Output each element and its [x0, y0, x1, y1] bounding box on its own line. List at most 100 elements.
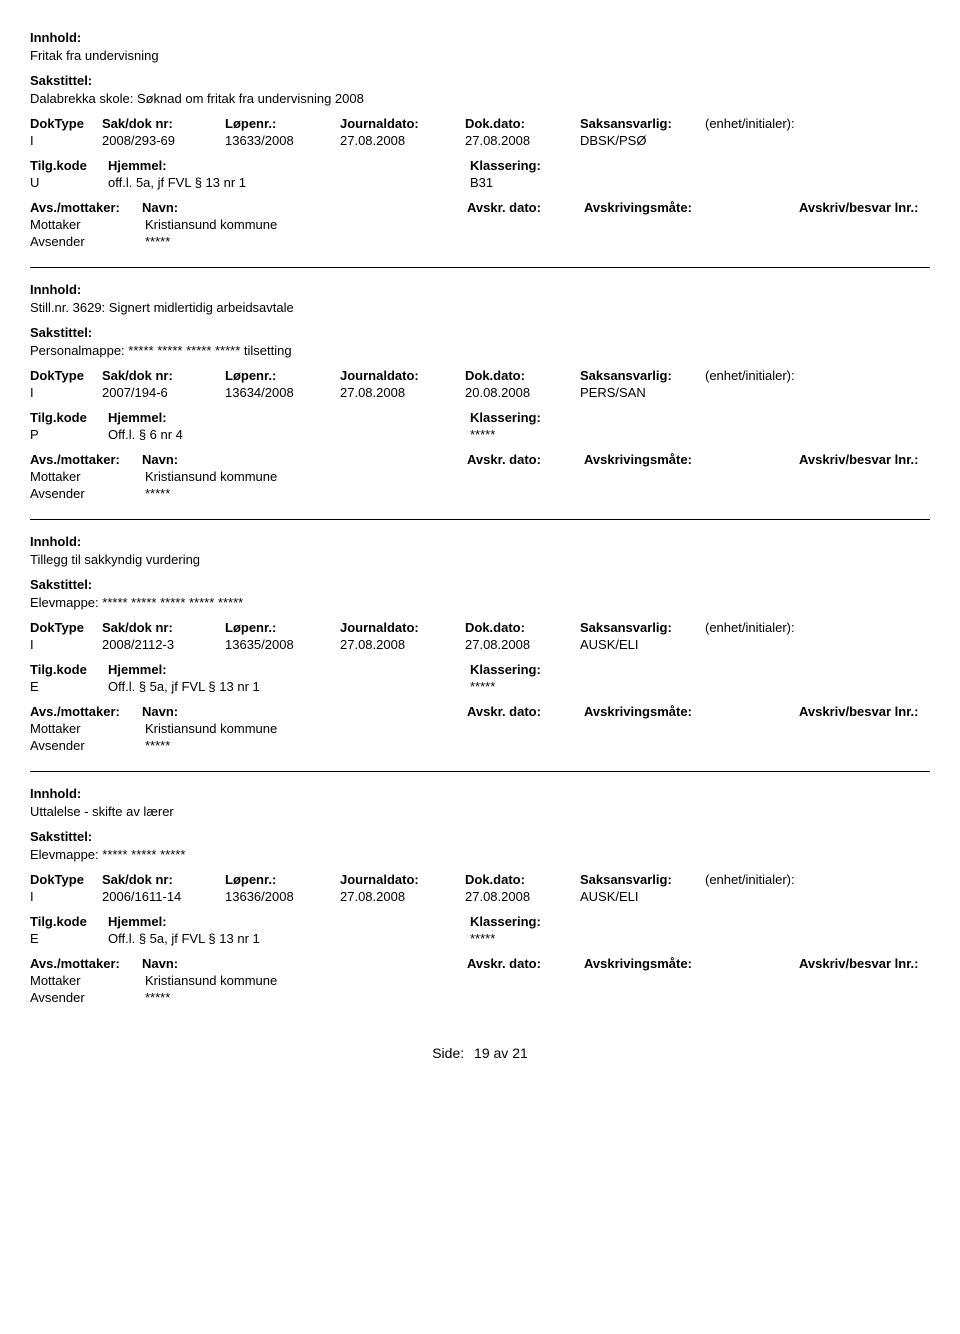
avskrdato-label: Avskr. dato:: [467, 704, 584, 719]
avskrivmate-label: Avskrivingsmåte:: [584, 704, 799, 719]
sakstittel-label: Sakstittel:: [30, 325, 930, 340]
lopenr-label: Løpenr.:: [225, 116, 340, 131]
doktype-label: DokType: [30, 872, 102, 887]
avsmottaker-label: Avs./mottaker:: [30, 452, 142, 467]
lopenr-value: 13633/2008: [225, 133, 340, 148]
doktype-label: DokType: [30, 368, 102, 383]
doktype-value: I: [30, 637, 102, 652]
sakdok-value: 2008/2112-3: [102, 637, 225, 652]
journaldato-value: 27.08.2008: [340, 637, 465, 652]
enhet-value: [705, 637, 930, 652]
saksansvarlig-label: Saksansvarlig:: [580, 368, 705, 383]
sakstittel-label: Sakstittel:: [30, 577, 930, 592]
klassering-value: *****: [470, 679, 930, 694]
tilgkode-value: P: [30, 427, 108, 442]
dokdato-label: Dok.dato:: [465, 620, 580, 635]
navn-label: Navn:: [142, 704, 467, 719]
avsender-name: *****: [145, 234, 930, 249]
sakdok-label: Sak/dok nr:: [102, 116, 225, 131]
navn-label: Navn:: [142, 452, 467, 467]
mottaker-name: Kristiansund kommune: [145, 469, 930, 484]
hjemmel-value: Off.l. § 5a, jf FVL § 13 nr 1: [108, 679, 470, 694]
avskrivmate-label: Avskrivingsmåte:: [584, 956, 799, 971]
sakdok-value: 2006/1611-14: [102, 889, 225, 904]
avsmottaker-label: Avs./mottaker:: [30, 956, 142, 971]
doktype-value: I: [30, 889, 102, 904]
enhet-value: [705, 889, 930, 904]
avskrivbesvar-label: Avskriv/besvar lnr.:: [799, 452, 930, 467]
sakdok-value: 2008/293-69: [102, 133, 225, 148]
dokdato-label: Dok.dato:: [465, 116, 580, 131]
tilgkode-label: Tilg.kode: [30, 914, 108, 929]
sakstittel-text: Elevmappe: ***** ***** ***** ***** *****: [30, 595, 930, 610]
avsender-row: Avsender*****: [30, 990, 930, 1005]
doktype-label: DokType: [30, 116, 102, 131]
record-divider: [30, 267, 930, 268]
dokdato-value: 27.08.2008: [465, 133, 580, 148]
mottaker-row: MottakerKristiansund kommune: [30, 469, 930, 484]
hjemmel-label: Hjemmel:: [108, 914, 470, 929]
tilgkode-value: E: [30, 931, 108, 946]
sakstittel-text: Personalmappe: ***** ***** ***** ***** t…: [30, 343, 930, 358]
class-header-row: Tilg.kodeHjemmel:Klassering:: [30, 410, 930, 425]
avsender-name: *****: [145, 738, 930, 753]
mottaker-role: Mottaker: [30, 721, 145, 736]
sakstittel-text: Elevmappe: ***** ***** *****: [30, 847, 930, 862]
enhet-label: (enhet/initialer):: [705, 116, 930, 131]
saksansvarlig-label: Saksansvarlig:: [580, 620, 705, 635]
page-footer: Side: 19 av 21: [30, 1045, 930, 1061]
side-label: Side:: [432, 1045, 464, 1061]
hjemmel-label: Hjemmel:: [108, 410, 470, 425]
mottaker-row: MottakerKristiansund kommune: [30, 721, 930, 736]
klassering-value: *****: [470, 931, 930, 946]
page-sep: av: [494, 1045, 509, 1061]
avskrivbesvar-label: Avskriv/besvar lnr.:: [799, 704, 930, 719]
class-header-row: Tilg.kodeHjemmel:Klassering:: [30, 914, 930, 929]
avsender-role: Avsender: [30, 486, 145, 501]
innhold-text: Uttalelse - skifte av lærer: [30, 804, 930, 819]
tilgkode-label: Tilg.kode: [30, 410, 108, 425]
tilgkode-value: U: [30, 175, 108, 190]
party-header-row: Avs./mottaker:Navn:Avskr. dato:Avskrivin…: [30, 956, 930, 971]
sakstittel-text: Dalabrekka skole: Søknad om fritak fra u…: [30, 91, 930, 106]
journaldato-label: Journaldato:: [340, 620, 465, 635]
mottaker-row: MottakerKristiansund kommune: [30, 217, 930, 232]
sakdok-label: Sak/dok nr:: [102, 620, 225, 635]
innhold-label: Innhold:: [30, 30, 930, 45]
hjemmel-value: off.l. 5a, jf FVL § 13 nr 1: [108, 175, 470, 190]
mottaker-role: Mottaker: [30, 217, 145, 232]
innhold-text: Still.nr. 3629: Signert midlertidig arbe…: [30, 300, 930, 315]
avsender-row: Avsender*****: [30, 234, 930, 249]
lopenr-label: Løpenr.:: [225, 620, 340, 635]
page-current: 19: [474, 1045, 490, 1061]
innhold-text: Fritak fra undervisning: [30, 48, 930, 63]
avskrdato-label: Avskr. dato:: [467, 452, 584, 467]
saksansvarlig-label: Saksansvarlig:: [580, 116, 705, 131]
dokdato-label: Dok.dato:: [465, 368, 580, 383]
journaldato-value: 27.08.2008: [340, 889, 465, 904]
meta-header-row: DokTypeSak/dok nr:Løpenr.:Journaldato:Do…: [30, 620, 930, 635]
mottaker-name: Kristiansund kommune: [145, 721, 930, 736]
lopenr-label: Løpenr.:: [225, 368, 340, 383]
hjemmel-value: Off.l. § 5a, jf FVL § 13 nr 1: [108, 931, 470, 946]
journaldato-value: 27.08.2008: [340, 133, 465, 148]
doktype-label: DokType: [30, 620, 102, 635]
doktype-value: I: [30, 133, 102, 148]
sakdok-label: Sak/dok nr:: [102, 872, 225, 887]
doktype-value: I: [30, 385, 102, 400]
mottaker-role: Mottaker: [30, 469, 145, 484]
innhold-label: Innhold:: [30, 534, 930, 549]
lopenr-label: Løpenr.:: [225, 872, 340, 887]
avskrdato-label: Avskr. dato:: [467, 200, 584, 215]
journaldato-label: Journaldato:: [340, 368, 465, 383]
class-value-row: POff.l. § 6 nr 4*****: [30, 427, 930, 442]
mottaker-role: Mottaker: [30, 973, 145, 988]
tilgkode-value: E: [30, 679, 108, 694]
enhet-value: [705, 133, 930, 148]
page-total: 21: [512, 1045, 528, 1061]
class-header-row: Tilg.kodeHjemmel:Klassering:: [30, 158, 930, 173]
meta-value-row: I2006/1611-1413636/200827.08.200827.08.2…: [30, 889, 930, 904]
record-divider: [30, 771, 930, 772]
klassering-label: Klassering:: [470, 410, 930, 425]
innhold-label: Innhold:: [30, 282, 930, 297]
